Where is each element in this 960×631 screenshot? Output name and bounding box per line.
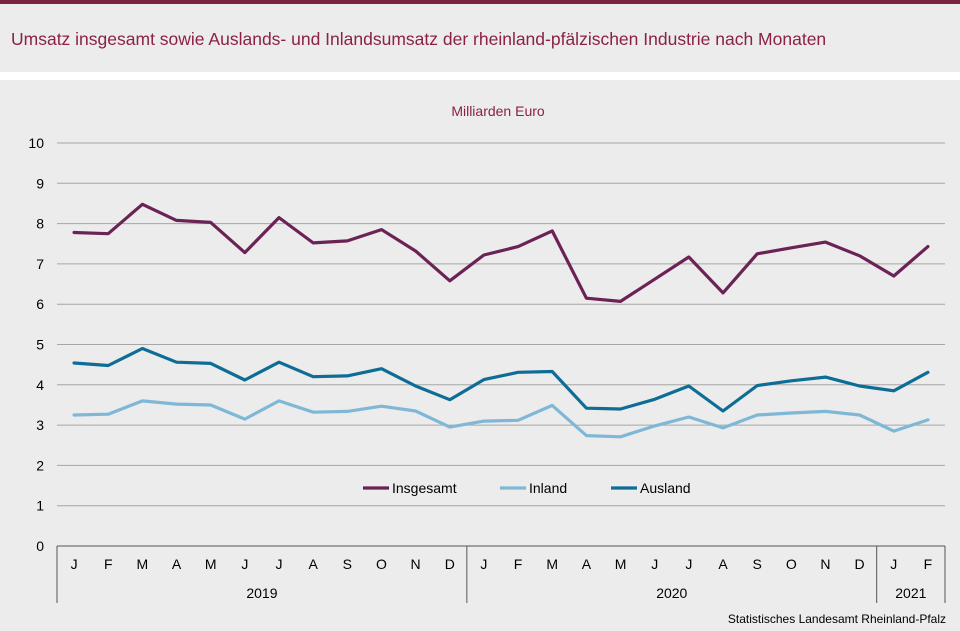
x-tick-label: F: [104, 556, 113, 572]
plot-area: [57, 125, 945, 546]
y-tick-label: 6: [36, 296, 44, 312]
x-axis: J F M A M J J A S O N D J F M A M J J A S O N D J F 2019 2020 2021: [56, 546, 946, 603]
x-tick-label: N: [820, 556, 830, 572]
x-tick-label: F: [514, 556, 523, 572]
x-tick-label: D: [855, 556, 865, 572]
y-tick-label: 8: [36, 216, 44, 232]
x-tick-label: J: [480, 556, 487, 572]
x-tick-label: A: [172, 556, 182, 572]
y-tick-label: 2: [36, 457, 44, 473]
x-tick-label: M: [615, 556, 627, 572]
y-axis-ticks: 0 1 2 3 4 5 6 7 8 9 10: [28, 135, 44, 554]
x-tick-label: D: [445, 556, 455, 572]
gridlines: [57, 142, 945, 547]
x-tick-label: J: [241, 556, 248, 572]
top-accent-rule: [0, 0, 960, 4]
series-line-insgesamt: [72, 202, 930, 303]
x-tick-label: J: [685, 556, 692, 572]
x-tick-label: M: [205, 556, 217, 572]
series-lines: [72, 202, 930, 439]
series-line-inland: [72, 399, 930, 439]
x-tick-label: S: [343, 556, 352, 572]
legend-label: Ausland: [640, 480, 691, 496]
source-note: Statistisches Landesamt Rheinland-Pfalz: [727, 612, 946, 626]
x-tick-label: N: [411, 556, 421, 572]
x-tick-label: O: [376, 556, 387, 572]
y-tick-label: 7: [36, 256, 44, 272]
y-tick-label: 10: [28, 135, 44, 151]
x-tick-label: A: [718, 556, 728, 572]
page-title: Umsatz insgesamt sowie Auslands- und Inl…: [11, 29, 827, 49]
x-tick-label: J: [890, 556, 897, 572]
header-divider: [0, 72, 960, 80]
year-label: 2019: [246, 585, 277, 601]
x-tick-label: M: [546, 556, 558, 572]
y-tick-label: 1: [36, 498, 44, 514]
y-tick-label: 9: [36, 175, 44, 191]
x-tick-label: M: [137, 556, 149, 572]
y-tick-label: 3: [36, 417, 44, 433]
x-tick-label: S: [752, 556, 761, 572]
x-tick-label: F: [924, 556, 933, 572]
x-tick-label: J: [71, 556, 78, 572]
year-label: 2021: [895, 585, 926, 601]
unit-label: Milliarden Euro: [451, 103, 545, 119]
x-tick-label: A: [582, 556, 592, 572]
x-tick-label: J: [651, 556, 658, 572]
x-tick-label: A: [308, 556, 318, 572]
series-line-ausland: [72, 346, 930, 413]
legend-label: Inland: [529, 480, 567, 496]
legend-label: Insgesamt: [392, 480, 457, 496]
x-tick-label: O: [786, 556, 797, 572]
y-tick-label: 0: [36, 538, 44, 554]
x-tick-label: J: [276, 556, 283, 572]
legend: Insgesamt Inland Ausland: [363, 480, 691, 496]
y-tick-label: 5: [36, 337, 44, 353]
year-label: 2020: [656, 585, 687, 601]
y-tick-label: 4: [36, 377, 44, 393]
